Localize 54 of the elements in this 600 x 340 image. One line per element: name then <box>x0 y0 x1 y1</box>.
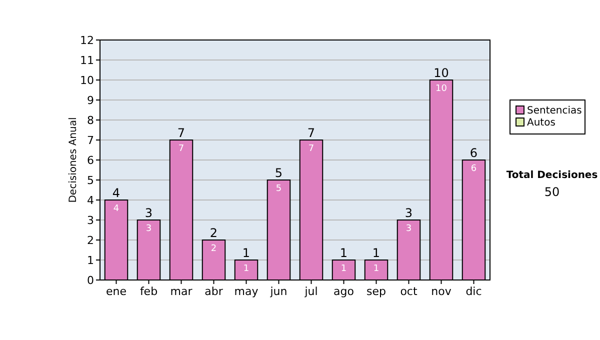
data-label: 5 <box>276 184 282 194</box>
y-tick-label: 9 <box>87 94 94 107</box>
y-tick-label: 3 <box>87 214 94 227</box>
total-label: 5 <box>274 166 283 180</box>
x-tick-label: mar <box>170 285 193 298</box>
text: 50 <box>544 185 560 199</box>
total-label: 1 <box>340 246 348 260</box>
total-label: 7 <box>177 126 186 140</box>
x-tick-label: jul <box>304 285 318 298</box>
text: Total Decisiones <box>506 170 598 181</box>
y-tick-label: 12 <box>80 34 94 47</box>
x-tick-label: feb <box>140 285 158 298</box>
data-label: 1 <box>243 264 250 274</box>
y-tick-label: 11 <box>80 54 94 67</box>
y-tick-label: 6 <box>87 154 94 167</box>
total-label: 3 <box>404 206 413 220</box>
y-tick-label: 1 <box>87 254 94 267</box>
y-tick-label: 8 <box>87 114 94 127</box>
x-tick-label: may <box>234 285 259 298</box>
y-tick-label: 10 <box>80 74 94 87</box>
data-label: 3 <box>146 224 152 234</box>
y-tick-label: 0 <box>87 274 94 287</box>
data-label: 7 <box>308 144 314 154</box>
total-label: 1 <box>242 246 250 260</box>
total-label: 7 <box>307 126 316 140</box>
x-tick-label: jun <box>269 285 288 298</box>
data-label: 7 <box>178 144 184 154</box>
legend-label: Sentencias <box>527 106 582 116</box>
y-tick-label: 2 <box>87 234 94 247</box>
total-label: 6 <box>470 146 478 160</box>
x-tick-label: dic <box>466 285 482 298</box>
total-label: 10 <box>434 66 449 80</box>
data-label: 6 <box>470 164 477 174</box>
x-tick-label: nov <box>431 285 452 298</box>
x-tick-label: sep <box>366 285 386 298</box>
legend-label: Autos <box>527 118 556 128</box>
y-tick-label: 7 <box>87 134 94 147</box>
total-label: 1 <box>372 246 380 260</box>
data-label: 2 <box>210 244 217 254</box>
x-tick-label: ene <box>106 285 127 298</box>
y-axis-title: Decisiones Anual <box>68 117 79 203</box>
data-label: 3 <box>406 224 412 234</box>
total-label: 4 <box>112 186 120 200</box>
data-label: 1 <box>373 264 380 274</box>
y-tick-label: 5 <box>87 174 94 187</box>
data-label: 1 <box>340 264 347 274</box>
data-label: 10 <box>436 84 448 94</box>
x-tick-label: ago <box>334 285 354 298</box>
total-label: 3 <box>144 206 153 220</box>
y-tick-label: 4 <box>87 194 94 207</box>
x-tick-label: abr <box>204 285 224 298</box>
total-label: 2 <box>210 226 218 240</box>
data-label: 4 <box>113 204 120 214</box>
x-tick-label: oct <box>400 285 418 298</box>
